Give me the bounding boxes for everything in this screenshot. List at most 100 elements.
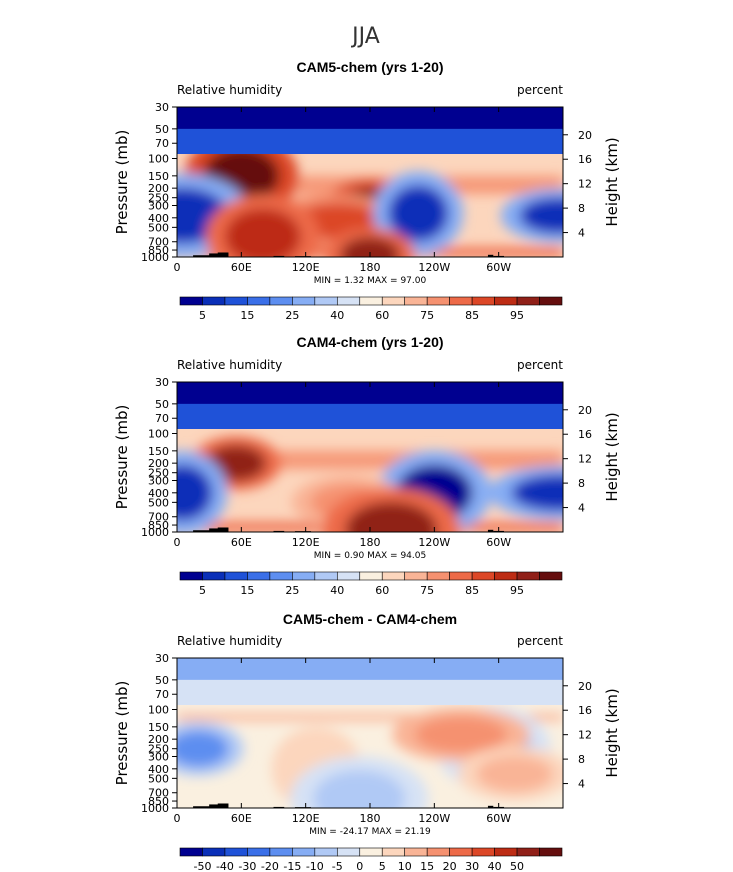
colorbar-label: 5 (199, 584, 206, 597)
colorbar-label: 15 (240, 309, 254, 322)
x-tick-label: 60W (486, 812, 511, 825)
height-tick-label: 8 (578, 477, 585, 490)
colorbar-swatch (539, 571, 563, 581)
colorbar-swatch (359, 296, 383, 306)
x-tick-label: 180 (360, 812, 381, 825)
colorbar-swatch (269, 571, 293, 581)
field-layer (177, 133, 563, 257)
colorbar-label: 40 (330, 309, 344, 322)
y-tick-label: 500 (148, 221, 169, 234)
y-tick-label: 1000 (141, 802, 169, 815)
colorbar-swatch (224, 296, 248, 306)
colorbar-label: 75 (420, 309, 434, 322)
topography (217, 527, 229, 532)
colorbar-swatch (449, 296, 473, 306)
height-tick-label: 16 (578, 704, 592, 717)
colorbar-swatch (247, 571, 271, 581)
height-tick-label: 16 (578, 153, 592, 166)
topography (487, 805, 494, 808)
colorbar-swatch (202, 296, 226, 306)
right-label: percent (517, 358, 563, 372)
colorbar-label: 5 (379, 860, 386, 872)
field-layer (177, 706, 563, 808)
x-tick-label: 0 (174, 261, 181, 274)
colorbar-swatch (471, 847, 495, 857)
y-tick-label: 200 (148, 733, 169, 746)
stats-text: MIN = -24.17 MAX = 21.19 (309, 827, 431, 837)
colorbar-swatch (359, 571, 383, 581)
colorbar-swatch (494, 571, 518, 581)
colorbar-swatch (336, 847, 361, 857)
colorbar-swatch (516, 847, 540, 857)
y-tick-label: 70 (155, 137, 169, 150)
field-extremum (224, 208, 301, 257)
field-extremum (177, 464, 213, 521)
colorbar-label: 5 (199, 309, 206, 322)
colorbar-label: 60 (375, 584, 389, 597)
field-extremum (511, 474, 563, 511)
y-tick-label: 50 (155, 674, 169, 687)
x-tick-label: 180 (360, 261, 381, 274)
colorbar-swatch (336, 571, 361, 581)
height-axis-label: Height (km) (603, 688, 621, 777)
colorbar-swatch (404, 296, 428, 306)
y-tick-label: 200 (148, 182, 169, 195)
colorbar-swatch (292, 847, 316, 857)
x-tick-label: 60W (486, 536, 511, 549)
y-tick-label: 50 (155, 123, 169, 136)
x-tick-label: 120W (418, 261, 450, 274)
chart-title: CAM4-chem (yrs 1-20) (296, 334, 443, 350)
y-tick-label: 250 (148, 467, 169, 480)
colorbar-swatch (404, 571, 428, 581)
y-tick-label: 150 (148, 170, 169, 183)
colorbar-swatch (224, 571, 248, 581)
y-tick-label: 850 (148, 519, 169, 532)
figure-main-title: JJA (350, 24, 380, 49)
field-band-upper (177, 713, 563, 721)
colorbar-label: 85 (465, 584, 479, 597)
height-tick-label: 4 (578, 227, 585, 240)
colorbar-swatch (381, 571, 406, 581)
y-tick-label: 300 (148, 474, 169, 487)
colorbar-swatch (381, 847, 406, 857)
y-tick-label: 1000 (141, 526, 169, 539)
left-label: Relative humidity (177, 83, 282, 97)
left-label: Relative humidity (177, 634, 282, 648)
y-tick-label: 50 (155, 398, 169, 411)
y-tick-label: 150 (148, 721, 169, 734)
chart-title: CAM5-chem - CAM4-chem (283, 611, 457, 627)
colorbar-swatch (516, 296, 540, 306)
chart-panel-1: CAM5-chem (yrs 1-20) Relative humidity per… (113, 59, 621, 322)
x-tick-label: 60E (231, 812, 252, 825)
field-extremum (177, 730, 229, 767)
right-label: percent (517, 83, 563, 97)
plot-area (177, 107, 563, 257)
height-tick-label: 12 (578, 178, 592, 191)
y-tick-label: 500 (148, 772, 169, 785)
colorbar-label: 10 (398, 860, 412, 872)
colorbar-swatch (539, 296, 563, 306)
y-tick-label: 100 (148, 153, 169, 166)
height-tick-label: 20 (578, 129, 592, 142)
colorbar-swatch (314, 296, 338, 306)
colorbar-swatch (426, 847, 450, 857)
topography (193, 530, 215, 532)
colorbar-swatch (179, 847, 203, 857)
colorbar-label: 40 (330, 584, 344, 597)
colorbar-swatch (292, 296, 316, 306)
y-tick-label: 400 (148, 487, 169, 500)
colorbar-swatch (516, 571, 540, 581)
colorbar-swatch (426, 571, 450, 581)
height-tick-label: 4 (578, 502, 585, 515)
x-tick-label: 120W (418, 812, 450, 825)
y-tick-label: 70 (155, 412, 169, 425)
colorbar-label: 40 (488, 860, 502, 872)
plot-area (177, 382, 563, 532)
top-band-dark (177, 658, 563, 680)
colorbar-label: 60 (375, 309, 389, 322)
height-tick-label: 8 (578, 202, 585, 215)
topography (487, 529, 494, 532)
x-tick-label: 0 (174, 812, 181, 825)
